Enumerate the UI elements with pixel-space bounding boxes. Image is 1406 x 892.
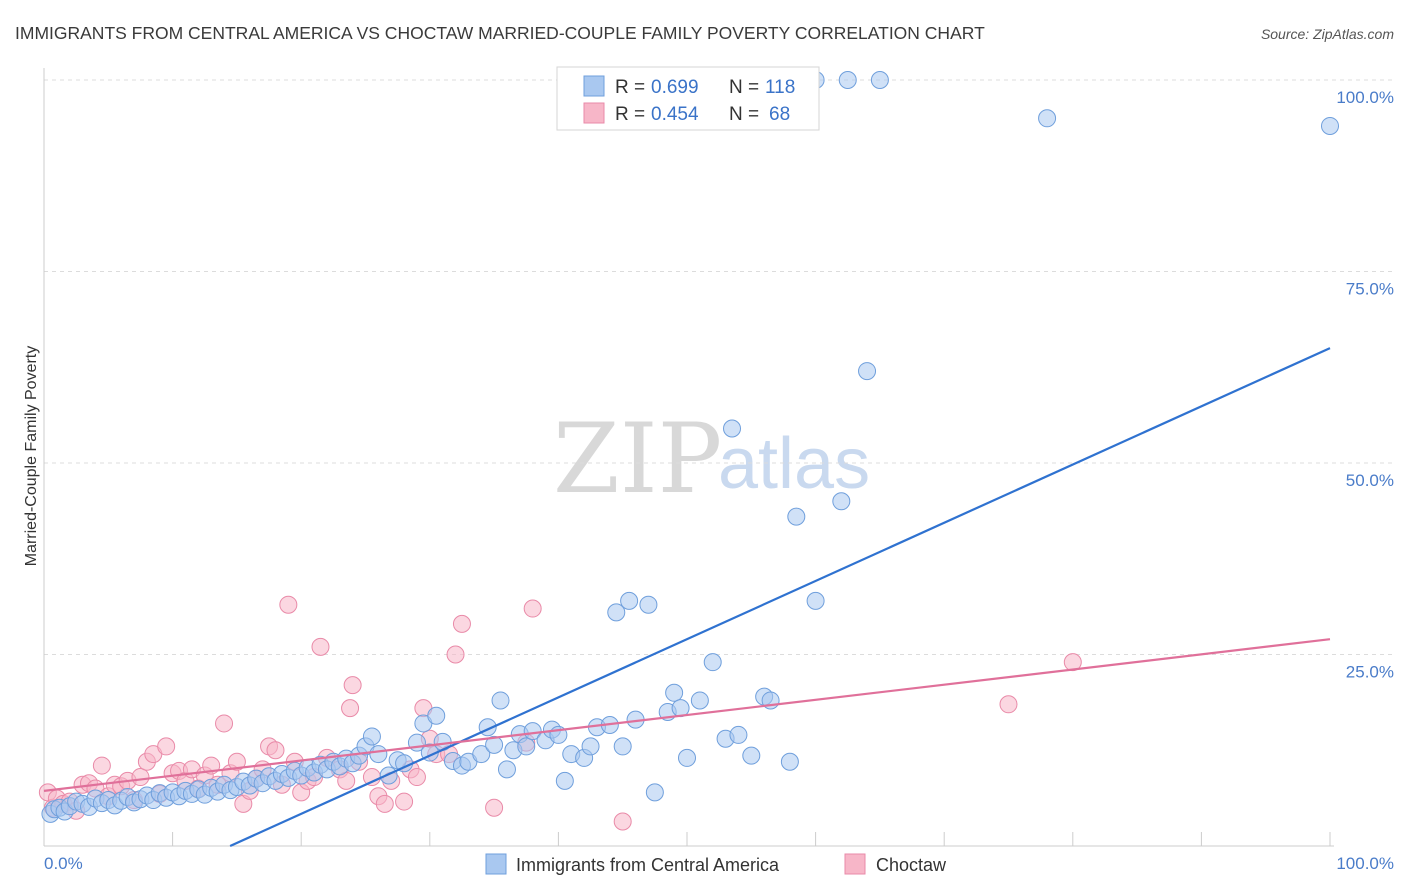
x-ticks: 0.0% 100.0% xyxy=(43,832,1394,873)
point-immigrants-from-central-america xyxy=(703,653,722,672)
point-choctaw xyxy=(343,676,362,695)
legend-n-label-2: N = xyxy=(729,104,759,125)
chart-title: IMMIGRANTS FROM CENTRAL AMERICA VS CHOCT… xyxy=(15,23,985,43)
point-choctaw xyxy=(613,812,632,831)
legend-r-label-1: R = xyxy=(615,77,645,98)
y-tick-label: 100.0% xyxy=(1336,88,1394,107)
legend-r-value-2: 0.454 xyxy=(651,104,699,125)
point-choctaw xyxy=(485,798,504,817)
trend-line-immigrants-from-central-america xyxy=(229,347,1331,848)
point-immigrants-from-central-america xyxy=(639,595,658,614)
gridlines xyxy=(44,79,1394,655)
watermark-zip: ZIP xyxy=(553,403,722,515)
point-immigrants-from-central-america xyxy=(806,591,825,610)
point-choctaw xyxy=(452,614,471,633)
series-legend-label-blue: Immigrants from Central America xyxy=(516,855,780,875)
series-legend: Immigrants from Central America Choctaw xyxy=(485,853,947,875)
point-immigrants-from-central-america xyxy=(555,771,574,790)
point-immigrants-from-central-america xyxy=(613,737,632,756)
x-tick-label-max: 100.0% xyxy=(1336,854,1394,873)
point-choctaw xyxy=(311,637,330,656)
point-choctaw xyxy=(279,595,298,614)
point-immigrants-from-central-america xyxy=(729,725,748,744)
point-choctaw xyxy=(215,714,234,733)
point-immigrants-from-central-america xyxy=(517,737,536,756)
series-legend-swatch-blue xyxy=(485,853,507,875)
point-choctaw xyxy=(523,599,542,618)
point-immigrants-from-central-america xyxy=(362,727,381,746)
y-tick-label: 50.0% xyxy=(1346,471,1394,490)
point-choctaw xyxy=(131,768,150,787)
legend-swatch-blue xyxy=(583,75,605,97)
point-immigrants-from-central-america xyxy=(870,71,889,89)
point-immigrants-from-central-america xyxy=(607,603,626,622)
point-choctaw xyxy=(395,792,414,811)
point-choctaw xyxy=(266,741,285,760)
y-tick-label: 25.0% xyxy=(1346,663,1394,682)
point-choctaw xyxy=(341,699,360,718)
y-tick-labels: 25.0% 50.0% 75.0% 100.0% xyxy=(1336,88,1394,682)
point-immigrants-from-central-america xyxy=(472,745,491,764)
point-choctaw xyxy=(1063,653,1082,672)
legend-n-label-1: N = xyxy=(729,77,759,98)
point-choctaw xyxy=(407,768,426,787)
legend-r-value-1: 0.699 xyxy=(651,77,699,98)
legend-r-label-2: R = xyxy=(615,104,645,125)
point-immigrants-from-central-america xyxy=(427,706,446,725)
y-axis-label: Married-Couple Family Poverty xyxy=(23,346,40,567)
point-immigrants-from-central-america xyxy=(581,737,600,756)
point-immigrants-from-central-america xyxy=(523,722,542,741)
point-immigrants-from-central-america xyxy=(379,766,398,785)
point-immigrants-from-central-america xyxy=(665,683,684,702)
point-choctaw xyxy=(227,752,246,771)
source-label: Source: ZipAtlas.com xyxy=(1261,26,1394,42)
series-legend-swatch-pink xyxy=(844,853,866,875)
point-choctaw xyxy=(375,794,394,813)
point-immigrants-from-central-america xyxy=(832,492,851,511)
point-immigrants-from-central-america xyxy=(369,745,388,764)
point-immigrants-from-central-america xyxy=(858,362,877,381)
point-immigrants-from-central-america xyxy=(678,748,696,767)
point-immigrants-from-central-america xyxy=(497,760,516,779)
watermark-atlas: atlas xyxy=(718,424,870,504)
point-immigrants-from-central-america xyxy=(723,419,742,438)
point-choctaw xyxy=(157,737,176,756)
point-choctaw xyxy=(999,695,1018,714)
trend-lines xyxy=(43,347,1331,848)
point-immigrants-from-central-america xyxy=(1038,109,1057,128)
point-choctaw xyxy=(446,645,465,664)
point-immigrants-from-central-america xyxy=(645,783,664,802)
point-immigrants-from-central-america xyxy=(690,691,709,710)
legend-n-value-1: 118 xyxy=(765,77,795,98)
trend-line-choctaw xyxy=(43,638,1331,792)
legend-swatch-pink xyxy=(583,102,605,124)
point-immigrants-from-central-america xyxy=(780,752,799,771)
x-tick-label-min: 0.0% xyxy=(44,854,83,873)
point-immigrants-from-central-america xyxy=(620,591,639,610)
y-tick-label: 75.0% xyxy=(1346,280,1394,299)
series-legend-label-pink: Choctaw xyxy=(876,855,947,875)
correlation-legend: R = 0.699 N = 118 R = 0.454 N = 68 xyxy=(556,66,820,131)
legend-n-value-2: 68 xyxy=(769,104,790,125)
watermark: ZIP atlas xyxy=(553,403,870,515)
axes xyxy=(43,68,1334,847)
point-immigrants-from-central-america xyxy=(787,507,806,526)
point-choctaw xyxy=(92,756,111,775)
point-immigrants-from-central-america xyxy=(1321,116,1339,135)
point-immigrants-from-central-america xyxy=(491,691,510,710)
point-immigrants-from-central-america xyxy=(485,735,504,754)
point-immigrants-from-central-america xyxy=(838,71,857,89)
point-immigrants-from-central-america xyxy=(742,746,761,765)
